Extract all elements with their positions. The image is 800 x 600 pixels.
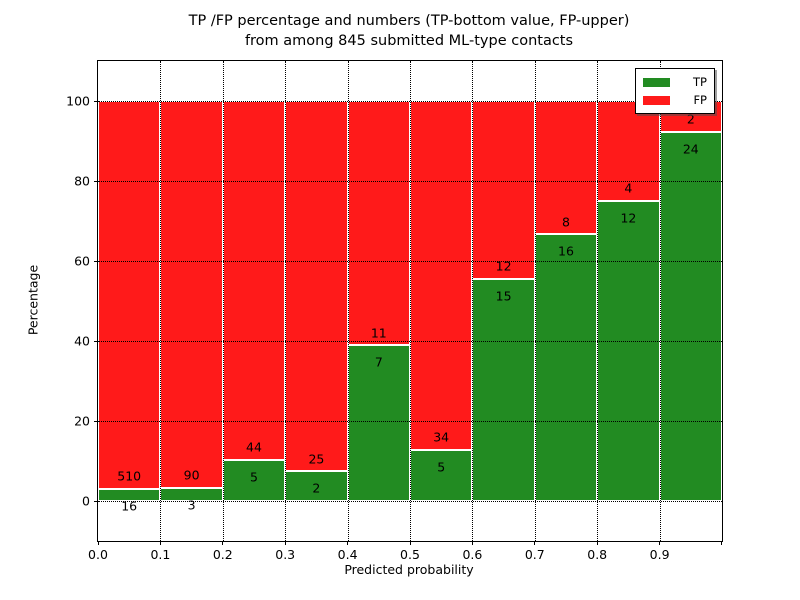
tp-count-label-1: 3 <box>187 497 196 513</box>
tickmark-x-0.8 <box>596 541 598 545</box>
fp-color-swatch <box>643 95 670 105</box>
bar-segment-fp-2 <box>222 101 286 461</box>
gridline-x-2 <box>222 61 224 541</box>
tp-count-label-3: 2 <box>312 480 321 496</box>
tp-count-label-4: 7 <box>374 354 383 370</box>
ticklabel-y-100: 100 <box>66 93 90 109</box>
bar-segment-fp-1 <box>160 101 223 489</box>
ticklabel-y-0: 0 <box>82 493 90 509</box>
fp-count-label-2: 44 <box>246 439 262 455</box>
x-axis-label: Predicted probability <box>344 562 474 577</box>
fp-count-label-1: 90 <box>183 467 200 483</box>
legend-label-tp: TP <box>693 75 707 89</box>
tickmark-x-0.4 <box>347 541 349 545</box>
ticklabel-x-0.2: 0.2 <box>212 547 233 562</box>
bar-segment-tp-3 <box>285 471 348 501</box>
fp-count-label-0: 510 <box>117 468 142 484</box>
tickmark-y-80 <box>94 180 98 182</box>
ticklabel-x-0.9: 0.9 <box>649 547 670 562</box>
bar-segment-tp-6 <box>472 278 535 501</box>
ticklabel-x-0.1: 0.1 <box>150 547 171 562</box>
fp-count-label-7: 8 <box>562 214 570 230</box>
fp-count-label-8: 4 <box>624 180 633 196</box>
gridline-x-7 <box>534 61 536 541</box>
ticklabel-x-0.5: 0.5 <box>400 547 420 562</box>
tp-count-label-7: 16 <box>558 243 574 259</box>
fp-count-label-9: 2 <box>686 111 695 127</box>
bar-segment-fp-7 <box>534 101 598 235</box>
gridline-x-1 <box>160 61 162 541</box>
fp-count-label-6: 12 <box>495 258 512 274</box>
bar-segment-tp-0 <box>98 488 161 501</box>
tp-count-label-9: 24 <box>682 141 699 157</box>
tickmark-x-right <box>721 541 722 545</box>
tickmark-x-0.5 <box>409 541 411 545</box>
ticklabel-x-0.6: 0.6 <box>462 547 483 562</box>
ticklabel-x-0.0: 0.0 <box>88 547 108 562</box>
bar-segment-fp-0 <box>98 101 161 489</box>
bar-segment-fp-5 <box>410 101 473 450</box>
bar-segment-fp-4 <box>347 101 410 346</box>
gridline-x-3 <box>285 61 287 541</box>
tickmark-x-0.0 <box>97 541 99 545</box>
tickmark-y-100 <box>94 100 98 102</box>
tickmark-x-0.2 <box>222 541 224 545</box>
tp-count-label-5: 5 <box>437 459 446 475</box>
fp-count-label-3: 25 <box>308 451 325 467</box>
gridline-x-6 <box>472 61 474 541</box>
bar-segment-tp-9 <box>659 131 722 501</box>
tickmark-x-0.3 <box>284 541 286 545</box>
fp-count-label-4: 11 <box>370 325 387 341</box>
bar-segment-fp-3 <box>285 101 348 472</box>
chart-title: TP /FP percentage and numbers (TP-bottom… <box>97 11 721 51</box>
bar-segment-tp-7 <box>534 234 598 501</box>
gridline-x-9 <box>659 61 661 541</box>
tickmark-x-0.7 <box>534 541 536 545</box>
legend: TP FP <box>635 68 715 114</box>
chart-title-line2: from among 845 submitted ML-type contact… <box>244 33 574 49</box>
tickmark-x-0.6 <box>471 541 473 545</box>
tickmark-x-0.9 <box>659 541 661 545</box>
bar-segment-tp-8 <box>597 201 660 501</box>
tickmark-y-20 <box>94 420 98 422</box>
y-axis-label: Percentage <box>25 264 41 336</box>
bar-segment-tp-5 <box>410 449 473 501</box>
legend-entry-fp: FP <box>643 91 707 109</box>
legend-label-fp: FP <box>693 93 707 107</box>
tp-count-label-2: 5 <box>250 469 258 485</box>
gridline-x-8 <box>597 61 599 541</box>
tickmark-x-0.1 <box>159 541 161 545</box>
ticklabel-x-0.3: 0.3 <box>275 547 296 562</box>
bar-segment-fp-6 <box>472 101 535 279</box>
tp-color-swatch <box>643 77 670 87</box>
ticklabel-x-0.8: 0.8 <box>587 547 608 562</box>
tp-count-label-0: 16 <box>121 498 138 514</box>
ticklabel-y-40: 40 <box>74 333 90 349</box>
ticklabel-x-0.7: 0.7 <box>524 547 545 562</box>
ticklabel-y-80: 80 <box>74 173 90 189</box>
tickmark-y-0 <box>94 500 98 502</box>
chart-title-line1: TP /FP percentage and numbers (TP-bottom… <box>188 13 630 29</box>
bar-segment-fp-8 <box>597 101 660 201</box>
bar-segment-tp-2 <box>222 460 286 501</box>
gridline-x-5 <box>410 61 411 541</box>
ticklabel-x-0.4: 0.4 <box>337 547 358 562</box>
tickmark-y-60 <box>94 260 98 262</box>
tp-count-label-8: 12 <box>620 210 637 226</box>
ticklabel-y-20: 20 <box>74 413 90 429</box>
fp-count-label-5: 34 <box>433 429 450 445</box>
gridline-x-4 <box>347 61 349 541</box>
ticklabel-y-60: 60 <box>74 253 90 269</box>
legend-entry-tp: TP <box>643 73 707 91</box>
bar-segment-tp-4 <box>347 345 410 501</box>
tickmark-y-40 <box>94 340 98 342</box>
plot-area: 510 16 90 3 44 5 25 2 11 7 34 5 12 15 8 16 4 12 2 24 0 20 40 6… <box>66 60 723 562</box>
tp-count-label-6: 15 <box>495 288 512 304</box>
